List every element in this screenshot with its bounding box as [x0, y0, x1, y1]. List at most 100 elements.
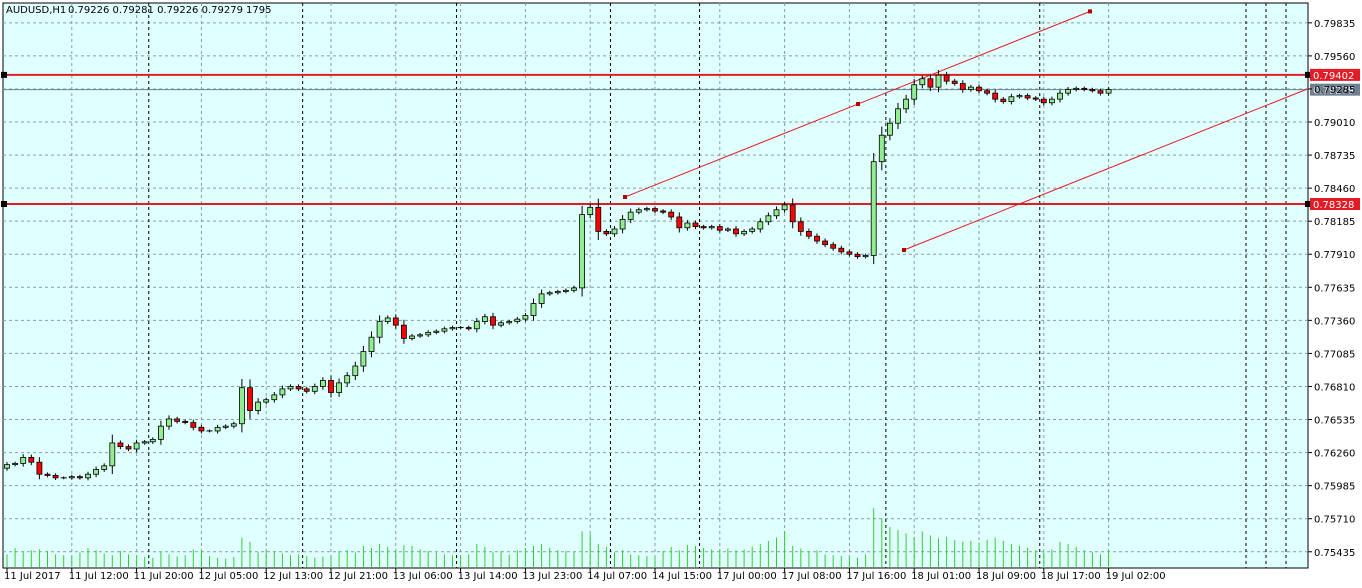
candle: [1024, 93, 1031, 101]
candle-body: [400, 324, 407, 339]
volume-histogram: [6, 508, 1110, 567]
time-label: 12 Jul 13:00: [263, 571, 323, 582]
candle-body: [530, 303, 537, 316]
candle: [806, 228, 812, 240]
candle: [919, 75, 926, 88]
time-label: 18 Jul 17:00: [1041, 571, 1101, 582]
candle-body: [311, 386, 318, 392]
channel-anchor: [623, 195, 627, 199]
candle: [514, 316, 521, 324]
candle-body: [587, 206, 594, 215]
candle-body: [822, 240, 828, 246]
candle-body: [725, 228, 731, 231]
candle-body: [238, 387, 245, 425]
price-label: 0.77635: [1314, 283, 1355, 294]
candle: [230, 421, 237, 429]
candle: [1073, 86, 1080, 92]
candle: [1081, 86, 1088, 92]
candle-body: [85, 473, 91, 479]
candle: [93, 466, 99, 478]
candle: [441, 326, 448, 334]
candle: [862, 253, 869, 259]
candle-body: [862, 255, 869, 258]
candle-body: [409, 335, 415, 339]
candle-body: [1073, 87, 1080, 90]
price-label: 0.78735: [1314, 151, 1355, 162]
candle-body: [141, 441, 148, 444]
candle-body: [806, 231, 812, 237]
candle: [457, 326, 464, 330]
candle-body: [668, 211, 675, 218]
candle-body: [716, 226, 723, 231]
time-label: 12 Jul 05:00: [198, 571, 258, 582]
time-label: 12 Jul 21:00: [328, 571, 388, 582]
candle-body: [781, 204, 788, 211]
candle-body: [344, 375, 351, 384]
candle-body: [149, 438, 156, 443]
time-label: 18 Jul 09:00: [976, 571, 1036, 582]
candle-body: [1065, 89, 1071, 94]
candle-body: [797, 221, 804, 232]
candle: [571, 285, 577, 293]
candle-body: [644, 208, 650, 211]
candle: [498, 320, 505, 328]
candle: [749, 226, 756, 234]
candle: [887, 118, 893, 141]
candle-body: [1057, 92, 1063, 100]
candle-body: [619, 218, 626, 230]
candle: [676, 212, 683, 233]
candle: [797, 217, 804, 236]
candle: [125, 444, 132, 452]
candle: [60, 476, 67, 480]
candle-body: [579, 214, 585, 289]
time-label: 11 Jul 2017: [4, 571, 61, 582]
candle: [319, 377, 326, 390]
candle-body: [1008, 96, 1015, 102]
candle: [376, 315, 383, 344]
candle: [417, 332, 424, 338]
candle: [352, 361, 359, 380]
candle-body: [368, 336, 375, 353]
candle: [506, 319, 513, 325]
candle: [409, 333, 415, 341]
day-separators: [148, 3, 1287, 568]
candle-body: [887, 122, 893, 136]
candle-body: [595, 206, 602, 232]
candle: [4, 462, 10, 471]
candle-body: [603, 231, 610, 235]
candle: [222, 424, 229, 430]
time-label: 11 Jul 12:00: [69, 571, 129, 582]
level-price-label: 0.78328: [1313, 200, 1354, 211]
candle-body: [554, 291, 561, 294]
candle-body: [52, 475, 59, 479]
candle: [392, 314, 399, 329]
candle-body: [708, 226, 715, 229]
candle: [870, 153, 877, 265]
time-label: 13 Jul 06:00: [393, 571, 453, 582]
candle-body: [133, 442, 140, 450]
candle-body: [1016, 95, 1023, 98]
candle-body: [652, 208, 658, 212]
candle-body: [473, 321, 480, 330]
chart-header-ohlc: 0.79226 0.79281 0.79226 0.79279: [68, 5, 243, 16]
candle: [1032, 96, 1039, 101]
price-label: 0.77085: [1314, 349, 1355, 360]
price-label: 0.78185: [1314, 217, 1355, 228]
candle-body: [198, 426, 205, 432]
candle-body: [166, 418, 172, 427]
candle: [360, 345, 367, 372]
candle: [465, 325, 472, 331]
candle-body: [44, 473, 51, 476]
candle: [903, 94, 909, 114]
candle-body: [465, 327, 472, 330]
candle-body: [1097, 90, 1104, 94]
candle-body: [336, 382, 343, 393]
candle: [538, 289, 545, 308]
level-price-badge: [1310, 68, 1360, 81]
candle: [425, 330, 432, 337]
candle-body: [870, 161, 877, 256]
price-label: 0.79560: [1314, 52, 1355, 63]
candle-body: [384, 317, 391, 322]
